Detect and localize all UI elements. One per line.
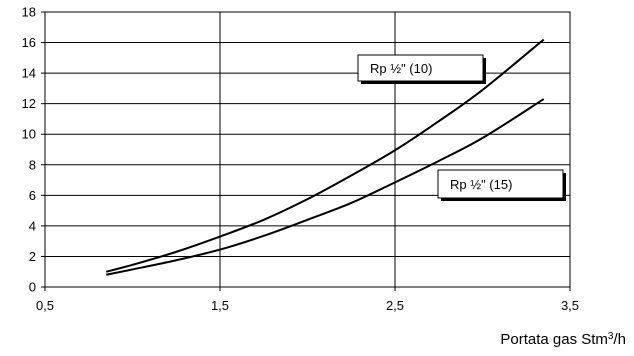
y-tick-label: 16 (22, 35, 36, 50)
y-tick-label: 8 (29, 157, 36, 172)
y-tick-label: 12 (22, 96, 36, 111)
series-label-text: Rp ½" (15) (450, 177, 512, 192)
x-tick-label: 0,5 (36, 298, 54, 313)
y-axis-ticks: 0 2 4 6 8 10 12 14 16 18 (22, 5, 45, 295)
y-tick-label: 6 (29, 188, 36, 203)
y-tick-label: 14 (22, 66, 36, 81)
y-tick-label: 10 (22, 127, 36, 142)
plot-frame (44, 11, 571, 288)
series-label-box (437, 169, 564, 199)
y-tick-label: 2 (29, 249, 36, 264)
series-labels: Rp ½" (10) Rp ½" (15) (357, 54, 566, 201)
grid (44, 11, 571, 288)
x-tick-label: 3,5 (561, 298, 579, 313)
series-label-box (357, 54, 484, 82)
y-tick-label: 18 (22, 5, 36, 20)
series-line-2 (106, 98, 545, 276)
x-axis-ticks: 0,5 1,5 2,5 3,5 (36, 287, 579, 313)
series-line-1 (105, 38, 545, 273)
y-tick-label: 4 (29, 218, 36, 233)
x-tick-label: 1,5 (211, 298, 229, 313)
x-tick-label: 2,5 (386, 298, 404, 313)
series-group (105, 38, 545, 276)
y-tick-label: 0 (29, 280, 36, 295)
x-axis-label: Portata gas Stm3/h (500, 331, 626, 349)
series-label-text: Rp ½" (10) (370, 61, 432, 76)
